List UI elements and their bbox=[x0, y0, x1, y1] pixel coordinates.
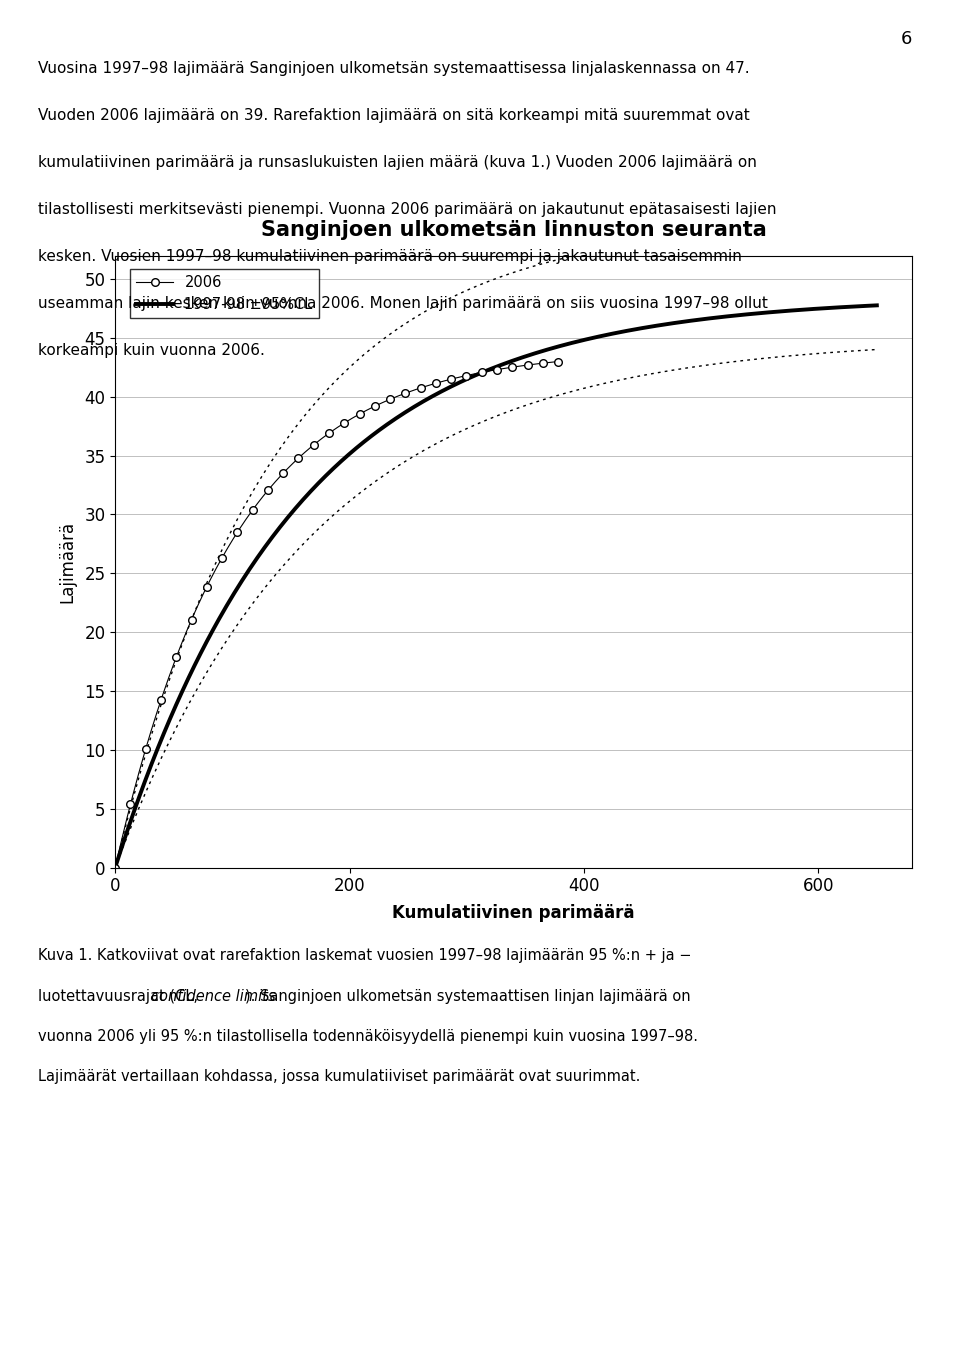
Text: ). Sanginjoen ulkometsän systemaattisen linjan lajimäärä on: ). Sanginjoen ulkometsän systemaattisen … bbox=[245, 989, 690, 1003]
Text: confidence limits: confidence limits bbox=[151, 989, 276, 1003]
Text: Kuva 1. Katkoviivat ovat rarefaktion laskemat vuosien 1997–98 lajimäärän 95 %:n : Kuva 1. Katkoviivat ovat rarefaktion las… bbox=[38, 948, 692, 963]
Legend: 2006, 1997-98 ±95%CL: 2006, 1997-98 ±95%CL bbox=[131, 269, 319, 317]
Text: tilastollisesti merkitsevästi pienempi. Vuonna 2006 parimäärä on jakautunut epät: tilastollisesti merkitsevästi pienempi. … bbox=[38, 202, 777, 217]
Y-axis label: Lajimäärä: Lajimäärä bbox=[58, 521, 76, 603]
Text: vuonna 2006 yli 95 %:n tilastollisella todennäköisyydellä pienempi kuin vuosina : vuonna 2006 yli 95 %:n tilastollisella t… bbox=[38, 1029, 698, 1044]
Text: Vuosina 1997–98 lajimäärä Sanginjoen ulkometsän systemaattisessa linjalaskennass: Vuosina 1997–98 lajimäärä Sanginjoen ulk… bbox=[38, 61, 750, 75]
Text: 6: 6 bbox=[900, 30, 912, 47]
Text: useamman lajin kesken kuin vuonna 2006. Monen lajin parimäärä on siis vuosina 19: useamman lajin kesken kuin vuonna 2006. … bbox=[38, 296, 768, 311]
Text: korkeampi kuin vuonna 2006.: korkeampi kuin vuonna 2006. bbox=[38, 343, 265, 358]
X-axis label: Kumulatiivinen parimäärä: Kumulatiivinen parimäärä bbox=[393, 904, 635, 921]
Text: kesken. Vuosien 1997–98 kumulatiivinen parimäärä on suurempi ja jakautunut tasai: kesken. Vuosien 1997–98 kumulatiivinen p… bbox=[38, 249, 742, 264]
Text: Vuoden 2006 lajimäärä on 39. Rarefaktion lajimäärä on sitä korkeampi mitä suurem: Vuoden 2006 lajimäärä on 39. Rarefaktion… bbox=[38, 108, 750, 122]
Text: kumulatiivinen parimäärä ja runsaslukuisten lajien määrä (kuva 1.) Vuoden 2006 l: kumulatiivinen parimäärä ja runsaslukuis… bbox=[38, 155, 757, 169]
Text: luotettavuusrajat (CL,: luotettavuusrajat (CL, bbox=[38, 989, 203, 1003]
Text: Lajimäärät vertaillaan kohdassa, jossa kumulatiiviset parimäärät ovat suurimmat.: Lajimäärät vertaillaan kohdassa, jossa k… bbox=[38, 1069, 640, 1084]
Title: Sanginjoen ulkometsän linnuston seuranta: Sanginjoen ulkometsän linnuston seuranta bbox=[261, 221, 766, 241]
